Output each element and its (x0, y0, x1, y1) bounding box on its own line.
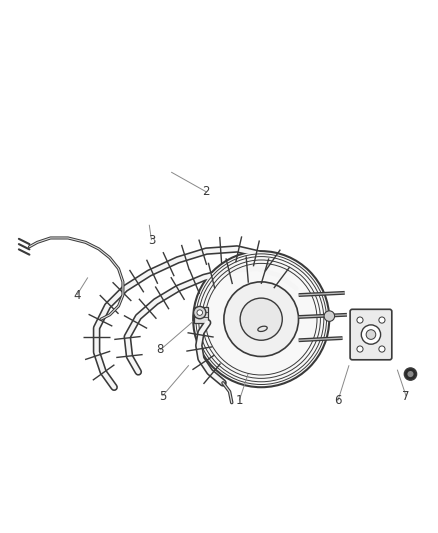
Text: 6: 6 (333, 394, 341, 407)
Circle shape (240, 298, 282, 340)
Text: 8: 8 (156, 343, 163, 357)
Circle shape (403, 368, 416, 380)
Text: 2: 2 (202, 185, 210, 198)
Circle shape (378, 317, 384, 323)
Circle shape (406, 371, 413, 377)
Text: 7: 7 (401, 390, 409, 402)
Text: 3: 3 (148, 233, 155, 247)
Circle shape (193, 306, 205, 319)
Circle shape (365, 330, 375, 340)
Bar (194, 307, 207, 322)
Circle shape (323, 311, 334, 321)
Text: 1: 1 (235, 394, 243, 407)
Circle shape (193, 251, 328, 387)
Circle shape (197, 310, 202, 316)
Text: 4: 4 (73, 288, 81, 302)
Circle shape (360, 325, 380, 344)
Circle shape (378, 346, 384, 352)
Circle shape (356, 346, 362, 352)
Text: 5: 5 (159, 390, 166, 402)
Circle shape (356, 317, 362, 323)
Circle shape (223, 282, 298, 357)
FancyBboxPatch shape (350, 309, 391, 360)
